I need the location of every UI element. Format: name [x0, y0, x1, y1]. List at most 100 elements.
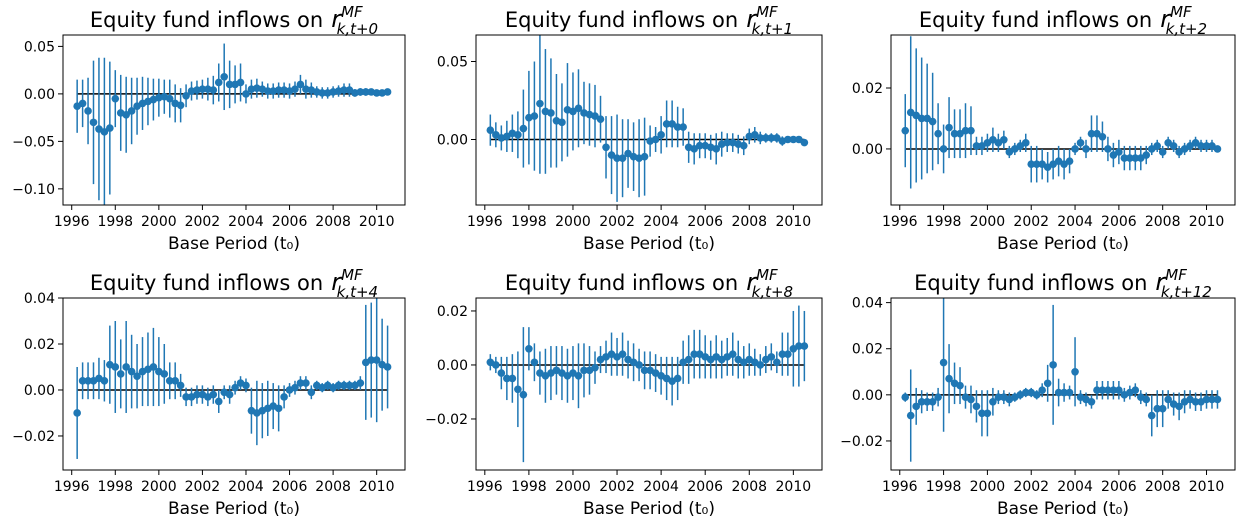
point [967, 126, 975, 135]
point [767, 134, 776, 142]
y-tick-label: 0.00 [24, 87, 55, 103]
point [1060, 388, 1068, 397]
point [78, 99, 87, 108]
x-tick-label: 1996 [54, 214, 90, 230]
subplot: −0.02 0.00 0.02 0.04 1996 1998 2000 2002 2004 200… [840, 266, 1236, 516]
point [1087, 397, 1096, 406]
subplot: −0.10 −0.05 0.00 0.05 1996 1998 2000 2002 2004 20… [12, 3, 406, 254]
point [160, 370, 169, 378]
point [274, 404, 283, 413]
point [1202, 142, 1211, 150]
y-tick-label: −0.05 [12, 134, 55, 150]
point [242, 381, 250, 390]
y-tick-label: 0.02 [852, 81, 883, 97]
point [789, 135, 798, 144]
x-axis-label: Base Period (t₀) [168, 499, 300, 516]
title-sub: k,t+2 [1166, 20, 1207, 38]
subplot: 0.00 0.02 1996 1998 2000 2002 2004 2006 2008 2010… [852, 3, 1236, 254]
plot-area [486, 35, 809, 202]
title-var: r [331, 268, 343, 296]
point [361, 88, 370, 96]
point [176, 101, 185, 110]
point [214, 78, 223, 87]
point [950, 129, 959, 138]
title-var: r [1160, 5, 1172, 33]
point [514, 131, 522, 139]
point [340, 86, 348, 94]
subplot-title: Equity fund inflows on rMF k,t+12 [914, 266, 1212, 301]
point [356, 88, 365, 96]
point [193, 390, 201, 399]
x-tick-label: 2008 [731, 214, 767, 230]
point [1147, 411, 1156, 420]
point [78, 376, 87, 385]
point [1158, 148, 1167, 156]
point [690, 145, 698, 153]
point [1098, 132, 1107, 141]
point [508, 374, 517, 383]
point [503, 374, 511, 383]
point [1109, 386, 1118, 395]
x-tick-label: 1998 [97, 214, 133, 230]
point [519, 124, 528, 133]
point [171, 376, 179, 385]
point [635, 361, 643, 369]
point [640, 366, 649, 375]
title-text: Equity fund inflows on [90, 8, 323, 32]
point [1032, 391, 1041, 399]
point [73, 409, 81, 417]
subplot-title: Equity fund inflows on rMF k,t+4 [90, 266, 378, 301]
y-tick-label: −0.10 [12, 182, 55, 198]
title-text: Equity fund inflows on [505, 8, 738, 32]
point [486, 126, 495, 134]
y-tick-label: −0.02 [12, 429, 55, 445]
point [383, 88, 392, 96]
point [182, 393, 190, 401]
point [340, 381, 348, 390]
subplot-title: Equity fund inflows on rMF k,t+1 [505, 3, 793, 38]
point [345, 381, 354, 390]
point [618, 154, 627, 163]
point [956, 381, 964, 390]
point [784, 350, 792, 358]
point [939, 145, 948, 153]
subplot-title: Equity fund inflows on rMF k,t+8 [505, 266, 793, 301]
x-tick-label: 2000 [141, 214, 177, 230]
point [1049, 361, 1057, 369]
point [596, 115, 605, 124]
title-sub: k,t+0 [337, 20, 378, 38]
x-tick-label: 1998 [511, 479, 547, 495]
point [133, 372, 141, 380]
point [209, 390, 218, 399]
point [1027, 160, 1036, 168]
point [934, 393, 942, 401]
x-tick-label: 2010 [1189, 214, 1225, 230]
point [591, 363, 599, 372]
point [972, 142, 981, 150]
point [307, 388, 316, 397]
point [762, 134, 770, 142]
point [934, 129, 942, 138]
subplot: −0.02 0.00 0.02 1996 1998 2000 2002 2004 2006 200… [425, 266, 823, 516]
point [122, 110, 130, 119]
point [231, 383, 239, 392]
point [116, 370, 125, 378]
point [1131, 154, 1140, 162]
point [367, 356, 376, 364]
point [84, 107, 92, 115]
axes-frame [890, 297, 1236, 471]
plot-area [901, 298, 1222, 462]
x-tick-label: 2004 [1057, 479, 1093, 495]
y-tick-label: 0.00 [24, 383, 55, 399]
point [1032, 160, 1041, 168]
point [795, 342, 803, 350]
subplot: 0.00 0.05 1996 1998 2000 2002 2004 2006 2008 2010… [437, 3, 823, 254]
title-sup: MF [756, 3, 778, 21]
point [767, 353, 776, 361]
title-sup: MF [756, 266, 778, 284]
point [778, 350, 787, 358]
point [503, 132, 511, 141]
x-tick-label: 2008 [315, 479, 351, 495]
point [492, 131, 500, 139]
